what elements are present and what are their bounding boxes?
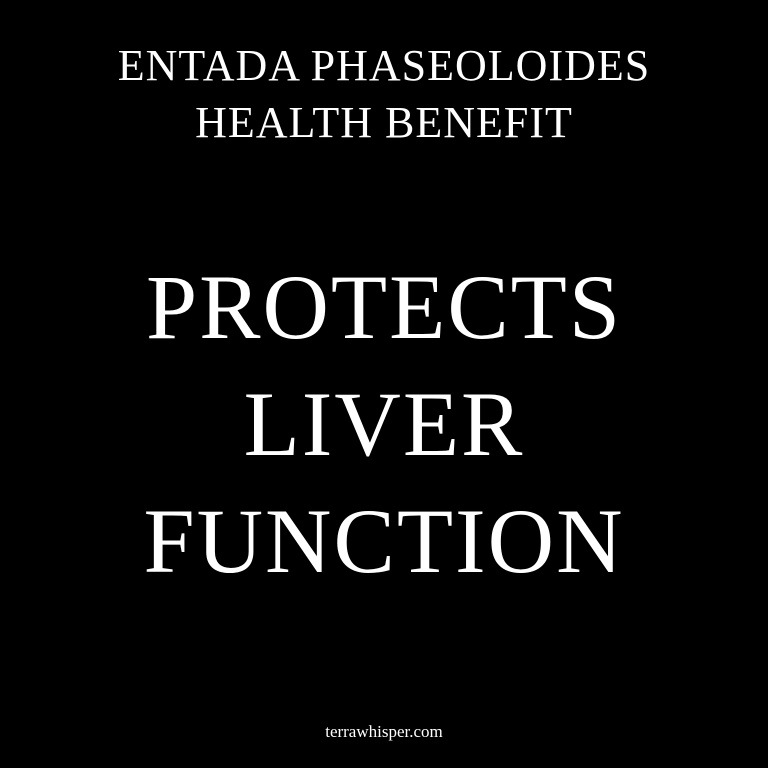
title-line-2: HEALTH BENEFIT (195, 98, 573, 147)
headline-line-1: PROTECTS (145, 256, 623, 358)
title-line-1: ENTADA PHASEOLOIDES (117, 41, 651, 90)
headline-line-2: LIVER (243, 373, 525, 475)
source-website: terrawhisper.com (325, 722, 443, 741)
headline-line-3: FUNCTION (143, 490, 625, 592)
